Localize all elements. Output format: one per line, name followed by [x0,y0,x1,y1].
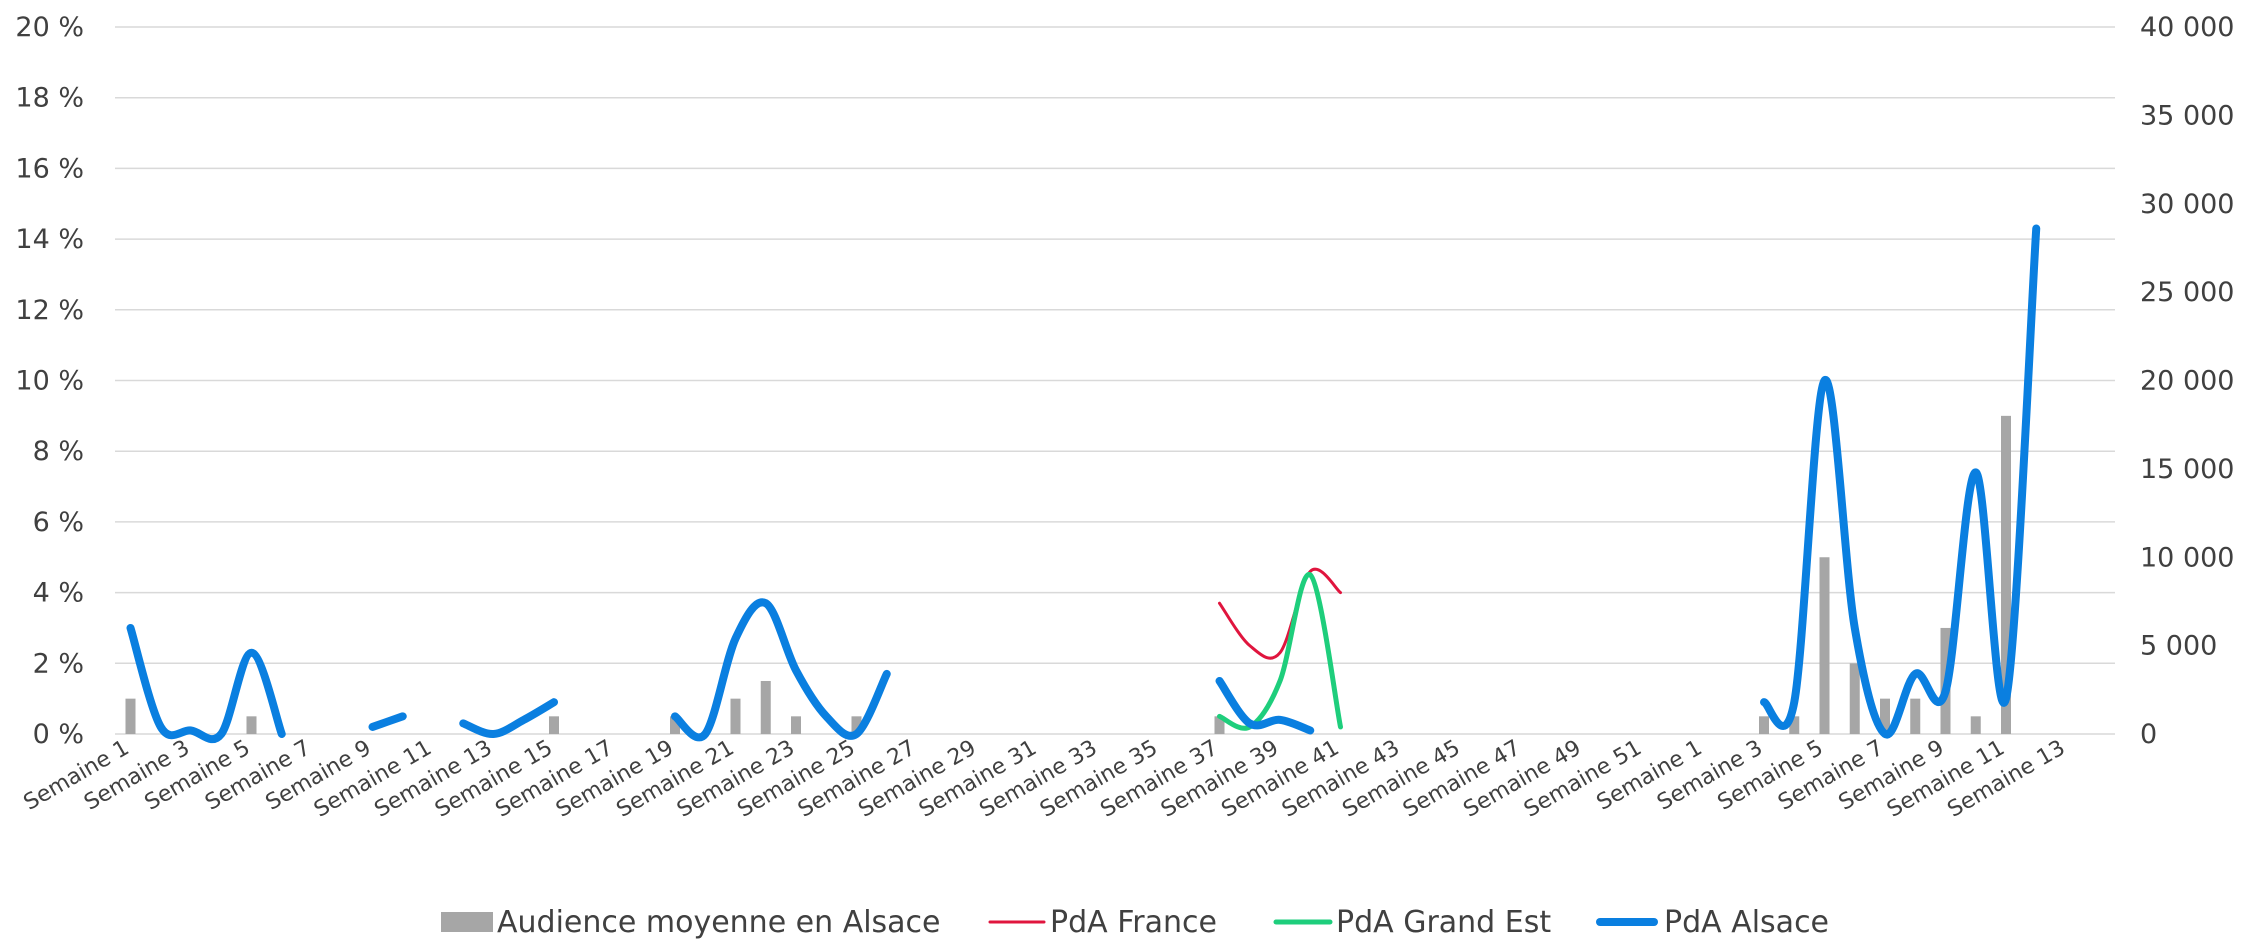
right-tick-label: 35 000 [2140,100,2234,131]
left-tick-label: 8 % [33,436,84,467]
series-line-pda-grand-est [1217,572,1343,731]
legend: Audience moyenne en Alsace PdA France PdA … [441,905,1829,939]
right-tick-label: 20 000 [2140,366,2234,397]
bar [125,698,136,734]
series-line-pda-alsace [671,598,891,742]
left-tick-label: 0 % [33,719,84,750]
legend-label-pda-grand-est: PdA Grand Est [1336,905,1551,939]
bar [1789,716,1800,734]
bar [760,680,771,734]
left-tick-label: 16 % [15,153,84,184]
right-tick-label: 10 000 [2140,542,2234,573]
right-axis-ticks: 0 5 000 10 000 15 000 20 000 25 000 30 000 35 0… [2140,12,2234,750]
bar [1970,716,1981,734]
bar [2001,415,2011,734]
bar [1880,698,1890,734]
bar [730,698,741,734]
right-tick-label: 30 000 [2140,189,2234,220]
bar-series-layer [125,415,2011,734]
bar [1214,716,1225,734]
left-tick-label: 20 % [15,12,84,43]
left-tick-label: 12 % [15,295,84,326]
right-tick-label: 40 000 [2140,12,2234,43]
series-line-pda-alsace [1760,224,2041,739]
legend-label-audience-moyenne-en-alsace: Audience moyenne en Alsace [497,905,941,939]
bar [670,716,680,734]
left-tick-label: 6 % [33,507,84,538]
left-tick-label: 4 % [33,578,84,609]
legend-label-pda-france: PdA France [1050,905,1217,939]
bar [549,716,559,734]
legend-label-pda-alsace: PdA Alsace [1664,905,1829,939]
bar [851,716,862,734]
left-tick-label: 18 % [15,83,84,114]
series-line-pda-france [1218,567,1342,660]
right-tick-label: 0 [2140,719,2157,750]
right-tick-label: 15 000 [2140,454,2234,485]
bar [1910,698,1921,734]
right-tick-label: 25 000 [2140,277,2234,308]
series-line-pda-alsace [1215,676,1315,735]
series-line-pda-alsace [368,712,407,731]
left-tick-label: 10 % [15,366,84,397]
left-tick-label: 14 % [15,224,84,255]
bar [1849,663,1860,734]
series-line-pda-alsace [126,623,286,744]
series-line-pda-alsace [459,698,558,738]
legend-swatch-audience-moyenne-en-alsace [441,912,493,932]
bar [1759,716,1769,734]
left-tick-label: 2 % [33,648,84,679]
right-tick-label: 5 000 [2140,631,2217,662]
gridlines [115,26,2115,735]
left-axis-ticks: 0 % 2 % 4 % 6 % 8 % 10 % 12 % 14 % 16 % 18 % 20 % [15,12,84,750]
bar [1819,557,1830,734]
bar [246,716,257,734]
bar [791,716,801,734]
line-series-layer [126,224,2041,744]
